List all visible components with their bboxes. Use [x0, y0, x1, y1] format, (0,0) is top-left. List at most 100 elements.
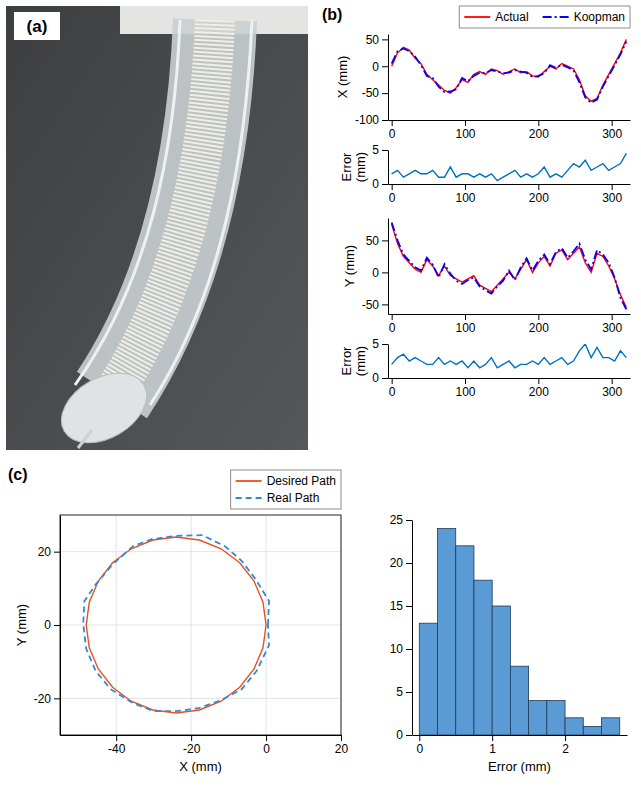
legend-item: Real Path	[236, 491, 320, 505]
x-tick-mark	[565, 735, 566, 741]
x-tick-mark	[465, 378, 466, 384]
y-axis-line	[412, 521, 413, 736]
y-axis: -100-50050	[355, 33, 389, 128]
series-line	[392, 222, 627, 309]
y-axis: 05	[372, 143, 388, 191]
robot-tip	[49, 359, 159, 450]
x-tick: 300	[602, 378, 622, 399]
x-tick-mark	[612, 184, 613, 190]
chart-panel: 010020030005Error(mm)	[338, 143, 630, 204]
y-tick: 20	[390, 556, 412, 570]
y-tick: -50	[362, 86, 388, 100]
y-tick-label: 0	[372, 371, 379, 385]
x-tick-mark	[538, 314, 539, 320]
x-tick-mark	[612, 120, 613, 126]
y-tick: 5	[396, 685, 412, 699]
robot-tube	[112, 20, 215, 395]
x-tick-label: 100	[455, 127, 475, 141]
y-tick-mark	[406, 692, 412, 693]
y-tick: 25	[390, 513, 412, 527]
x-axis-line	[413, 735, 628, 736]
y-tick-mark	[406, 563, 412, 564]
x-tick-label: 0	[389, 385, 396, 399]
y-axis-line	[388, 219, 389, 315]
histogram-bar	[492, 606, 510, 735]
x-tick-label: 100	[455, 385, 475, 399]
x-tick-label: 200	[529, 385, 549, 399]
y-tick-label: -50	[362, 86, 380, 100]
y-tick-mark	[382, 240, 388, 241]
histogram-bar	[510, 666, 528, 735]
x-tick: 0	[389, 120, 396, 141]
y-tick-mark	[406, 649, 412, 650]
legend: Desired PathReal Path	[231, 470, 341, 509]
x-tick-mark	[116, 735, 117, 741]
robot-edge	[75, 20, 180, 385]
y-tick-mark	[54, 698, 60, 699]
x-axis-line	[389, 120, 631, 121]
legend-swatch	[236, 497, 262, 499]
panel-label: (b)	[322, 6, 342, 23]
x-axis: 0100200300	[389, 314, 631, 335]
legend-label: Koopman	[574, 10, 625, 24]
legend-item: Actual	[464, 10, 528, 24]
histogram-bar	[474, 580, 492, 735]
legend-item: Koopman	[543, 10, 625, 24]
x-tick: 0	[389, 378, 396, 399]
y-tick-mark	[382, 93, 388, 94]
series-line	[392, 344, 627, 368]
y-tick: 0	[372, 60, 388, 74]
x-tick: -40	[108, 735, 126, 756]
histogram-bar	[456, 546, 474, 735]
y-axis: 05	[372, 337, 388, 385]
y-tick-label: 0	[372, 60, 379, 74]
histogram-bar	[547, 701, 565, 735]
grid-line	[60, 698, 341, 699]
plot-marks	[392, 222, 627, 309]
plot-marks	[392, 344, 627, 368]
x-tick-label: 200	[529, 127, 549, 141]
x-axis-line	[389, 314, 631, 315]
x-tick: 2	[562, 735, 569, 756]
robot-chamber	[112, 20, 215, 395]
x-tick: 100	[455, 378, 475, 399]
x-tick-mark	[266, 735, 267, 741]
x-tick: 0	[389, 314, 396, 335]
y-axis-line	[388, 151, 389, 185]
x-tick: 200	[529, 378, 549, 399]
x-tick-mark	[538, 378, 539, 384]
x-axis: 012	[413, 735, 628, 756]
y-tick: 5	[372, 337, 388, 351]
chart-panel: 0100200300-50050Y (mm)	[342, 219, 631, 335]
x-tick-label: 300	[602, 191, 622, 205]
x-axis: 0 100 200 300	[389, 378, 631, 399]
panel-label: (a)	[27, 17, 48, 36]
y-tick-mark	[406, 520, 412, 521]
plot-frame	[60, 515, 341, 735]
x-tick-label: 0	[389, 127, 396, 141]
legend: Actual Koopman	[459, 6, 630, 28]
x-tick: 200	[529, 314, 549, 335]
x-tick-label: 100	[455, 321, 475, 335]
legend-box	[231, 470, 341, 509]
y-tick-label: 10	[390, 642, 404, 656]
y-tick: 50	[366, 234, 388, 248]
legend-label: Real Path	[267, 491, 320, 505]
x-tick-label: 200	[529, 321, 549, 335]
y-tick-label: 20	[390, 556, 404, 570]
x-tick: 200	[529, 120, 549, 141]
x-tick-mark	[392, 378, 393, 384]
x-tick-mark	[538, 184, 539, 190]
y-tick-label: 0	[372, 177, 379, 191]
x-tick-mark	[492, 735, 493, 741]
x-tick-label: 0	[263, 742, 270, 756]
y-axis-title: Y (mm)	[342, 245, 357, 287]
y-tick-mark	[406, 606, 412, 607]
legend-box	[459, 6, 630, 28]
y-axis: -50050	[362, 219, 389, 315]
y-tick-mark	[382, 272, 388, 273]
y-axis: 0510152025	[390, 513, 413, 742]
x-tick-label: 200	[529, 191, 549, 205]
plot-marks	[392, 153, 627, 180]
y-tick-label: -50	[362, 298, 380, 312]
